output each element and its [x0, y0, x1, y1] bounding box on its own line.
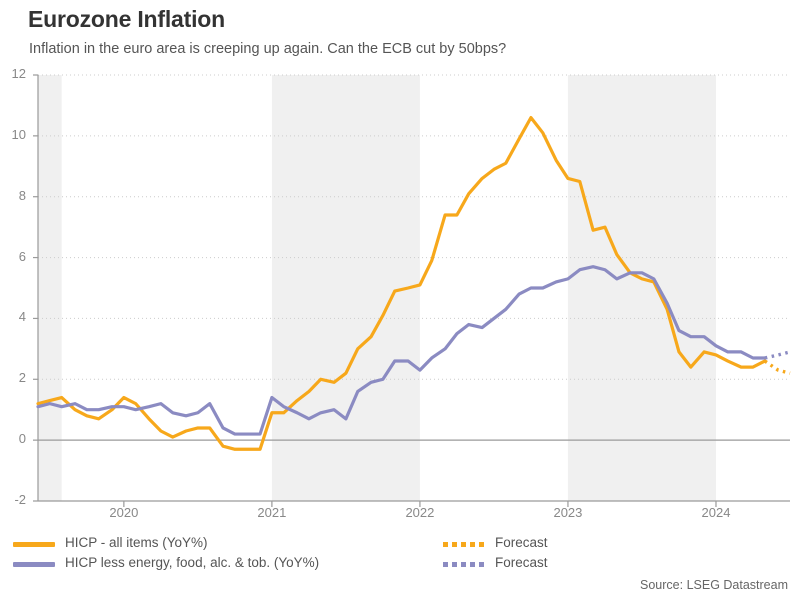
- legend-dot: [443, 542, 448, 547]
- data-series-lines: [36, 115, 767, 451]
- legend-dot: [479, 562, 484, 567]
- legend-dot: [470, 542, 475, 547]
- chart-subtitle: Inflation in the euro area is creeping u…: [29, 41, 507, 57]
- legend-swatch-hicp-core: [13, 562, 55, 567]
- legend-label-forecast-core: Forecast: [495, 555, 548, 570]
- legend-label-hicp-core: HICP less energy, food, alc. & tob. (YoY…: [65, 555, 320, 570]
- legend-swatch-hicp-all: [13, 542, 55, 547]
- legend-swatch-forecast-core: [443, 562, 485, 567]
- legend-dot: [461, 562, 466, 567]
- legend-dot: [461, 542, 466, 547]
- y-axis-tick-label: 8: [18, 187, 26, 203]
- chart-legend: HICP - all items (YoY%) HICP less energy…: [0, 534, 801, 578]
- y-axis-ticks: [33, 74, 38, 502]
- shaded-band: [38, 75, 62, 501]
- x-axis-tick-label: 2023: [553, 505, 583, 520]
- x-axis-tick-label: 2021: [257, 505, 287, 520]
- legend-swatch-forecast-all: [443, 542, 485, 547]
- y-axis-tick-label: 2: [18, 370, 26, 386]
- series-line: [36, 265, 767, 436]
- y-axis-tick-label: 4: [18, 309, 26, 325]
- shaded-band: [567, 75, 716, 501]
- y-axis-tick-label: 10: [11, 126, 26, 142]
- forecast-series-lines: [763, 350, 791, 375]
- y-axis-tick-label: -2: [14, 492, 26, 507]
- recession-shaded-bands: [38, 75, 716, 501]
- shaded-band: [271, 75, 420, 501]
- y-axis-tick-label: 0: [18, 431, 26, 447]
- x-axis-tick-label: 2020: [109, 505, 139, 520]
- legend-label-hicp-all: HICP - all items (YoY%): [65, 535, 208, 550]
- legend-label-forecast-all: Forecast: [495, 535, 548, 550]
- y-axis-tick-label: 12: [11, 66, 26, 81]
- x-axis-tick-label: 2022: [405, 505, 435, 520]
- legend-dot: [452, 542, 457, 547]
- legend-dot: [452, 562, 457, 567]
- y-axis-tick-label: 6: [18, 248, 26, 264]
- x-axis-tick-label: 2024: [701, 505, 731, 520]
- forecast-line: [764, 350, 791, 360]
- legend-dot: [479, 542, 484, 547]
- series-line: [36, 115, 767, 451]
- forecast-line: [763, 359, 791, 375]
- x-axis-ticks: [123, 501, 717, 507]
- horizontal-gridlines: [38, 74, 790, 441]
- legend-dot: [470, 562, 475, 567]
- source-attribution: Source: LSEG Datastream: [640, 578, 788, 592]
- legend-dot: [443, 562, 448, 567]
- axis-lines: [37, 75, 790, 502]
- chart-title: Eurozone Inflation: [28, 6, 225, 32]
